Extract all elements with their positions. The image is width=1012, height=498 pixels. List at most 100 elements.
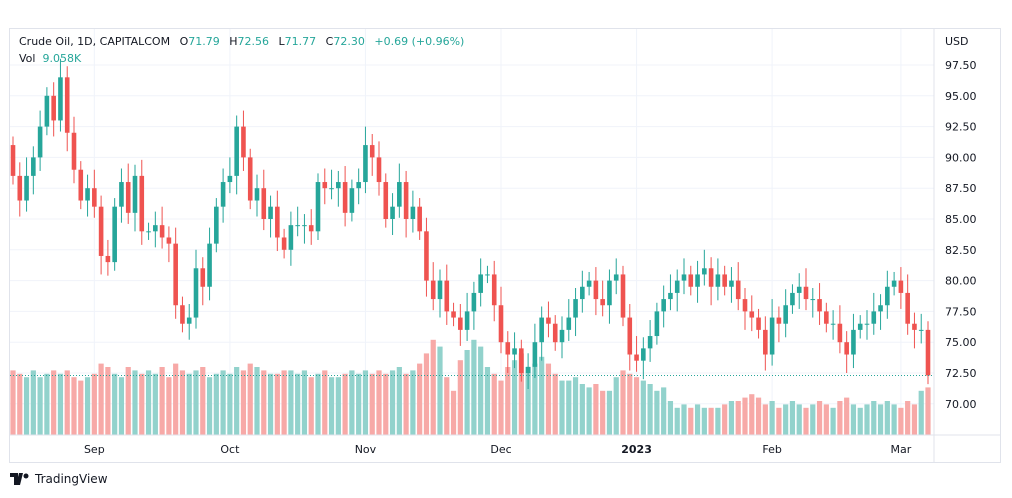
- candle-body: [600, 299, 605, 306]
- volume-bar: [444, 377, 450, 435]
- candle-body: [837, 323, 843, 343]
- volume-bar: [356, 373, 362, 435]
- volume-bar: [383, 373, 389, 435]
- volume-bar: [308, 377, 314, 435]
- volume-bar: [586, 387, 592, 435]
- volume-bar: [559, 380, 565, 435]
- candle-body: [851, 329, 856, 355]
- volume-bar: [735, 401, 741, 435]
- candle-body: [817, 299, 822, 312]
- candle-body: [105, 255, 111, 263]
- candle-body: [593, 280, 599, 300]
- volume-bar: [457, 360, 463, 435]
- volume-bar: [152, 373, 158, 435]
- candle-body: [674, 280, 680, 293]
- volume-bar: [98, 363, 104, 435]
- volume-bar: [315, 373, 321, 435]
- volume-bar: [288, 370, 294, 435]
- volume-bar: [837, 401, 843, 435]
- candle-body: [383, 182, 389, 219]
- volume-bar: [884, 401, 890, 435]
- candle-body: [681, 274, 687, 281]
- y-tick-label: 75.00: [945, 336, 977, 349]
- candle-body: [417, 206, 422, 232]
- volume-bar: [579, 384, 585, 435]
- candle-body: [885, 286, 890, 306]
- candle-body: [397, 182, 402, 207]
- volume-bar: [681, 404, 687, 435]
- volume-bar: [925, 387, 931, 435]
- volume-bar: [206, 377, 213, 435]
- candle-body: [864, 323, 870, 325]
- x-tick-label: Feb: [762, 443, 781, 456]
- y-tick-label: 97.50: [945, 59, 977, 72]
- volume-bar: [518, 353, 524, 435]
- tradingview-icon: [10, 473, 29, 485]
- volume-bar: [437, 346, 443, 435]
- candle-body: [227, 175, 233, 183]
- candle-body: [688, 274, 694, 287]
- candle-body: [857, 323, 863, 330]
- candle-body: [153, 225, 158, 232]
- candle-body: [125, 182, 131, 213]
- volume-bar: [539, 356, 545, 435]
- low-value: L71.77: [278, 35, 317, 48]
- volume-bar: [661, 387, 667, 435]
- symbol-title[interactable]: Crude Oil, 1D, CAPITALCOM: [19, 35, 171, 48]
- y-tick-label: 87.50: [945, 182, 977, 195]
- candle-body: [275, 206, 280, 238]
- volume-bar: [376, 370, 382, 435]
- candle-body: [647, 336, 653, 349]
- candle-body: [878, 305, 883, 312]
- candle-body: [464, 311, 470, 330]
- volume-bar: [857, 407, 863, 435]
- candle-body: [132, 175, 138, 213]
- volume-bar: [484, 367, 491, 435]
- volume-bar: [694, 404, 701, 435]
- candle-body: [288, 225, 294, 250]
- candle-body: [51, 95, 56, 121]
- volume-bar: [430, 339, 436, 435]
- candle-body: [471, 292, 477, 312]
- volume-bar: [600, 390, 606, 435]
- volume-bar: [532, 363, 538, 435]
- volume-bar: [200, 367, 206, 435]
- x-tick-label: Sep: [84, 443, 105, 456]
- x-tick-label: Mar: [891, 443, 912, 456]
- candle-body: [891, 280, 897, 287]
- candle-body: [302, 225, 307, 227]
- candle-body: [207, 243, 212, 287]
- candle-body: [58, 77, 63, 121]
- volume-bar: [464, 350, 470, 435]
- volume-bar: [810, 404, 816, 435]
- open-value: O71.79: [179, 35, 220, 48]
- candle-body: [322, 182, 328, 189]
- volume-bar: [871, 401, 877, 435]
- currency-label: USD: [945, 35, 969, 48]
- tradingview-logo[interactable]: TradingView: [10, 472, 108, 486]
- volume-bar: [450, 390, 457, 435]
- volume-bar: [776, 407, 782, 435]
- volume-bar: [491, 373, 497, 435]
- volume-bar: [844, 397, 850, 435]
- candle-body: [315, 182, 321, 232]
- candle-body: [254, 188, 260, 201]
- volume-bar: [830, 407, 836, 435]
- candle-body: [695, 274, 700, 287]
- volume-bar: [132, 370, 138, 435]
- y-tick-label: 90.00: [945, 151, 977, 164]
- candle-body: [180, 305, 185, 324]
- candle-body: [37, 126, 43, 158]
- volume-bar: [898, 407, 904, 435]
- volume-bar: [647, 384, 653, 435]
- volume-bar: [64, 370, 70, 435]
- x-tick-label: Nov: [355, 443, 377, 456]
- volume-bar: [30, 370, 36, 435]
- candle-body: [424, 231, 429, 281]
- candle-body: [349, 188, 355, 213]
- y-tick-label: 92.50: [945, 121, 977, 134]
- x-tick-label: 2023: [621, 443, 652, 456]
- change-value: +0.69 (+0.96%): [374, 35, 465, 48]
- candle-body: [613, 274, 619, 281]
